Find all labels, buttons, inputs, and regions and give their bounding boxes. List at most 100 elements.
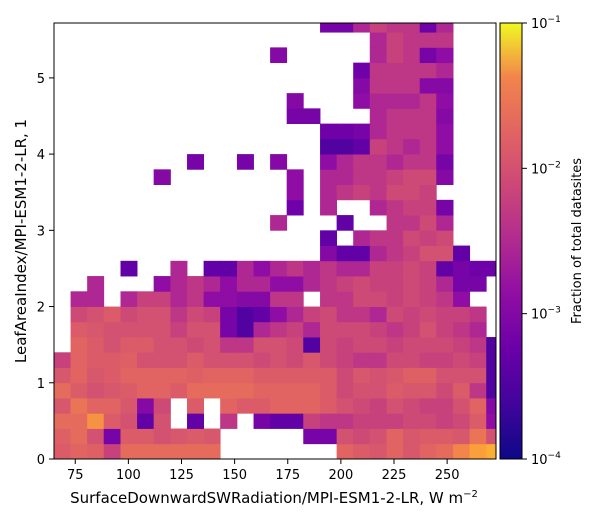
heatmap-cell: [87, 382, 105, 399]
heatmap-cell: [403, 443, 421, 460]
heatmap-cell: [170, 306, 188, 323]
heatmap-cell: [336, 154, 354, 170]
x-axis-label-exponent: −2: [463, 489, 478, 500]
heatmap-cell: [320, 291, 338, 307]
heatmap-cell: [286, 199, 304, 216]
heatmap-cell: [436, 154, 454, 170]
heatmap-cell: [87, 291, 105, 307]
heatmap-cell: [436, 138, 454, 155]
heatmap-cell: [369, 199, 387, 216]
heatmap-cell: [187, 443, 204, 460]
heatmap-cell: [353, 62, 371, 79]
heatmap-cell: [453, 260, 471, 277]
heatmap-cell: [303, 306, 321, 323]
y-tick-label: 4: [37, 148, 45, 163]
heatmap-cell: [270, 154, 288, 170]
heatmap-cell: [369, 62, 387, 79]
heatmap-cell: [403, 23, 421, 33]
heatmap-cell: [87, 276, 105, 292]
heatmap-cell: [286, 321, 304, 338]
heatmap-cell: [103, 428, 121, 445]
heatmap-cell: [353, 154, 371, 170]
heatmap-cell: [403, 154, 421, 170]
heatmap-cell: [369, 245, 387, 262]
heatmap-cell: [286, 306, 304, 323]
heatmap-cell: [286, 413, 304, 429]
heatmap-cell: [170, 291, 188, 307]
heatmap-cell: [270, 413, 288, 429]
heatmap-cell: [87, 443, 105, 460]
heatmap-cell: [353, 77, 371, 94]
heatmap-cell: [353, 306, 371, 323]
x-tick-label: 125: [169, 468, 194, 483]
heatmap-cell: [320, 138, 338, 155]
heatmap-cell: [286, 93, 304, 109]
heatmap-cell: [153, 337, 171, 353]
colorbar-tick-label: 10−3: [531, 306, 561, 323]
heatmap-cell: [403, 184, 421, 201]
heatmap-cell: [54, 413, 71, 429]
heatmap-cell: [403, 306, 421, 323]
heatmap-cell: [369, 443, 387, 460]
heatmap-cell: [403, 93, 421, 109]
heatmap-cell: [469, 276, 487, 292]
heatmap-cell: [320, 199, 338, 216]
heatmap-cell: [303, 321, 321, 338]
heatmap-cell: [419, 291, 437, 307]
heatmap-cell: [403, 337, 421, 353]
heatmap-cell: [153, 443, 171, 460]
heatmap-cell: [353, 138, 371, 155]
heatmap-cell: [137, 398, 155, 414]
x-axis-label: SurfaceDownwardSWRadiation/MPI-ESM1-2-LR…: [70, 489, 478, 507]
heatmap-cell: [320, 413, 338, 429]
heatmap-cell: [486, 382, 496, 399]
heatmap-cell: [70, 382, 88, 399]
heatmap-cell: [453, 337, 471, 353]
heatmap-cell: [369, 184, 387, 201]
heatmap-cell: [436, 215, 454, 231]
heatmap-cell: [353, 413, 371, 429]
heatmap-cell: [286, 169, 304, 185]
heatmap-cell: [70, 398, 88, 414]
y-tick-label: 1: [37, 377, 45, 392]
heatmap-cell: [369, 291, 387, 307]
heatmap-cell: [320, 123, 338, 140]
heatmap-cell: [386, 138, 404, 155]
heatmap-cell: [203, 260, 221, 277]
heatmap-cell: [403, 352, 421, 368]
heatmap-cell: [386, 169, 404, 185]
heatmap-cell: [353, 23, 371, 33]
heatmap-cell: [369, 230, 387, 246]
heatmap-cell: [170, 321, 188, 338]
heatmap-cell: [203, 367, 221, 384]
heatmap-cell: [419, 260, 437, 277]
heatmap-cell: [369, 154, 387, 170]
heatmap-cell: [70, 443, 88, 460]
heatmap-cell: [137, 443, 155, 460]
heatmap-cell: [469, 413, 487, 429]
heatmap-cell: [386, 23, 404, 33]
heatmap-cell: [403, 291, 421, 307]
heatmap-cell: [70, 291, 88, 307]
x-tick-label: 75: [67, 468, 84, 483]
heatmap-cell: [253, 352, 271, 368]
heatmap-cell: [320, 23, 338, 33]
heatmap-cell: [453, 276, 471, 292]
heatmap-cell: [353, 123, 371, 140]
heatmap-cell: [436, 306, 454, 323]
heatmap-cell: [386, 215, 404, 231]
heatmap-cell: [103, 321, 121, 338]
heatmap-cell: [336, 169, 354, 185]
heatmap-cell: [54, 382, 71, 399]
heatmap-cell: [54, 428, 71, 445]
heatmap-cell: [486, 367, 496, 384]
y-tick-label: 5: [37, 72, 45, 87]
heatmap-cell: [369, 306, 387, 323]
heatmap-cell: [320, 367, 338, 384]
heatmap-cell: [419, 77, 437, 94]
heatmap-cell: [436, 230, 454, 246]
heatmap-cell: [403, 398, 421, 414]
heatmap-cell: [286, 352, 304, 368]
heatmap-cell: [436, 413, 454, 429]
heatmap-cell: [353, 169, 371, 185]
